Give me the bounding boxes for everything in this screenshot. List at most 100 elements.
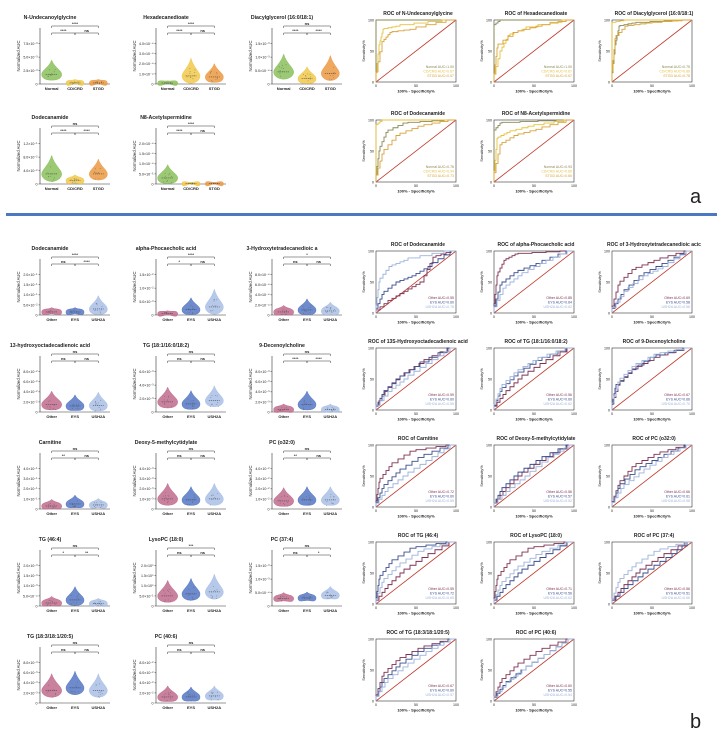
y-axis-label: Sensitivity%	[479, 368, 484, 390]
data-point	[190, 76, 192, 78]
reference-diagonal	[493, 444, 575, 508]
y-tick-label: 5.0×10⁻³	[23, 56, 38, 60]
y-axis-label: Normalized AUC	[132, 563, 137, 594]
data-point	[328, 598, 330, 600]
x-tick-label: 50	[414, 315, 418, 319]
x-tick-label: Other	[278, 511, 289, 516]
data-point	[191, 401, 193, 403]
data-point	[192, 306, 194, 308]
data-point	[216, 73, 218, 75]
data-point	[192, 78, 194, 80]
data-point	[74, 81, 75, 83]
legend-entry: USH2A AUC=0.58	[661, 305, 690, 309]
legend-entry: EYS AUC=0.56	[548, 592, 572, 596]
y-axis-label: Normalized AUC	[16, 41, 21, 72]
data-point	[194, 71, 196, 73]
data-point	[52, 312, 54, 314]
y-tick-label: 3.0×10⁻⁴	[139, 52, 154, 56]
data-point	[209, 406, 211, 408]
data-point	[48, 400, 50, 402]
data-point	[333, 408, 335, 410]
data-point	[333, 407, 335, 409]
roc-curve	[493, 541, 574, 604]
data-point	[169, 694, 171, 696]
y-axis-label: Normalized AUC	[16, 272, 21, 303]
y-axis-label: Normalized AUC	[248, 369, 253, 400]
legend-entry: EYS AUC=0.57	[548, 495, 572, 499]
data-point	[188, 692, 189, 694]
data-point	[170, 692, 172, 693]
data-point	[77, 681, 78, 683]
data-point	[50, 166, 51, 168]
legend-entry: EYS AUC=0.51	[666, 592, 690, 596]
legend-entry: STGD AUC=0.67	[427, 74, 454, 78]
data-point	[187, 182, 189, 184]
violin-eys	[65, 494, 85, 509]
data-point	[282, 313, 284, 315]
data-point	[164, 592, 166, 594]
y-tick-label: 0	[36, 82, 38, 86]
significance-bracket	[51, 554, 76, 557]
significance-bracket	[306, 263, 331, 266]
x-axis-label: 100% - Specificity%	[397, 189, 435, 194]
data-point	[95, 402, 97, 404]
y-tick-label: 100	[368, 118, 374, 122]
data-point	[76, 178, 78, 180]
data-point	[216, 595, 218, 597]
x-tick-label: CD/CRD	[67, 186, 83, 191]
y-axis-label: Normalized AUC	[132, 466, 137, 497]
data-point	[94, 309, 96, 311]
data-point	[94, 172, 95, 173]
data-point	[95, 401, 97, 402]
significance-bracket	[306, 32, 331, 35]
roc-plot-a_r2: ROC of Hexadecanedioate 00 50 50 100 100 Sensi…	[479, 11, 577, 94]
y-tick-label: 50	[370, 149, 374, 153]
data-point	[329, 75, 331, 77]
data-point	[211, 691, 213, 693]
data-point	[331, 407, 333, 409]
y-tick-label: 2.0×10⁻²	[255, 487, 270, 491]
data-point	[76, 404, 78, 405]
violin-eys	[297, 390, 317, 411]
data-point	[212, 692, 214, 694]
data-point	[98, 178, 100, 180]
data-point	[93, 602, 95, 604]
x-tick-label: 0	[375, 703, 377, 707]
y-tick-label: 2.0×10⁻³	[23, 564, 38, 568]
data-point	[216, 395, 218, 397]
y-axis-label: Normalized AUC	[132, 272, 137, 303]
data-point	[168, 692, 170, 694]
y-tick-label: 0	[608, 311, 610, 315]
data-point	[285, 64, 287, 65]
data-point	[214, 395, 216, 396]
significance-bracket	[167, 132, 192, 135]
data-point	[278, 66, 280, 68]
data-point	[99, 82, 100, 84]
significance-bracket	[167, 554, 192, 557]
significance-label: ****	[176, 28, 183, 33]
data-point	[168, 590, 170, 592]
chart-title: 3-Hydroxytetradecanedioic a	[247, 246, 318, 252]
data-point	[333, 499, 335, 500]
data-point	[188, 311, 190, 313]
data-point	[55, 506, 56, 508]
violin-cdcrd	[181, 58, 201, 84]
violin-plot-b_v7: Carnitine Normalized AUC 0 1.0×10⁻¹ 2.0×10⁻¹…	[16, 440, 110, 516]
data-point	[188, 588, 190, 590]
data-point	[217, 699, 219, 701]
y-tick-label: 100	[604, 540, 610, 544]
violin-cdcrd	[181, 181, 201, 187]
y-tick-label: 50	[370, 474, 374, 478]
data-point	[187, 498, 189, 500]
data-point	[48, 176, 50, 178]
data-point	[189, 71, 191, 73]
data-point	[211, 498, 213, 500]
roc-plot-b_r11: ROC of LysoPC (18:0) 00 50 50 100 100 Sensitiv…	[479, 533, 577, 616]
significance-bracket	[51, 353, 99, 356]
data-point	[95, 604, 97, 606]
y-tick-label: 0	[608, 408, 610, 412]
x-tick-label: 50	[532, 703, 536, 707]
significance-bracket	[51, 132, 76, 135]
data-point	[73, 605, 75, 606]
